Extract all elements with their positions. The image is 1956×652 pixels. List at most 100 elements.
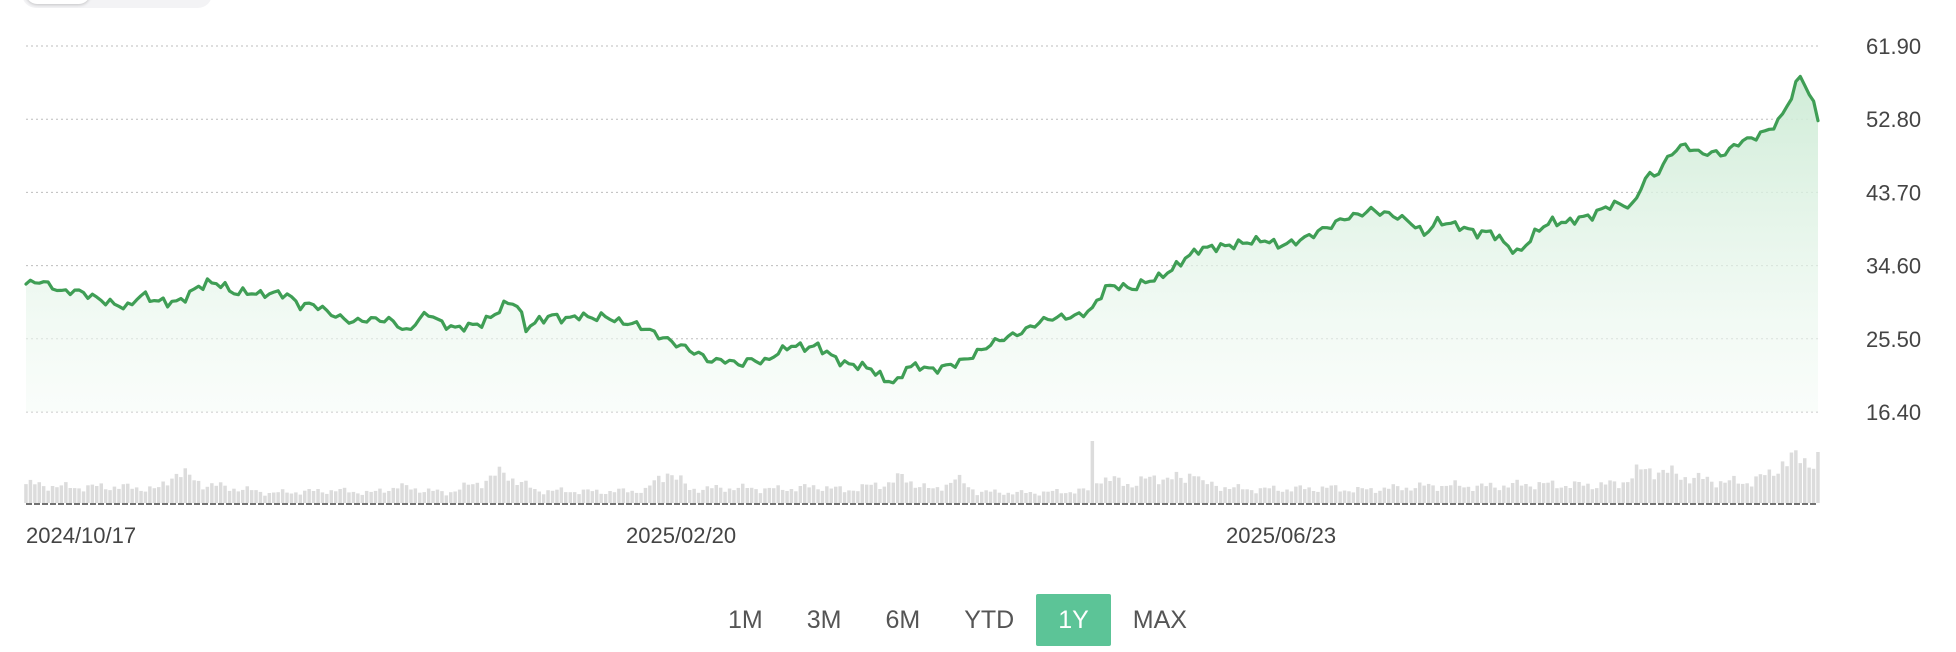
volume-bar bbox=[1161, 479, 1165, 503]
volume-bar bbox=[1665, 472, 1670, 503]
range-button-3m[interactable]: 3M bbox=[785, 594, 864, 646]
volume-bar bbox=[1342, 490, 1347, 503]
volume-bar bbox=[152, 488, 157, 503]
volume-bar bbox=[608, 491, 612, 503]
volume-bar bbox=[931, 488, 935, 503]
volume-bar bbox=[77, 488, 81, 503]
volume-bar bbox=[351, 491, 356, 503]
volume-bar bbox=[1488, 482, 1493, 503]
volume-bar bbox=[1033, 493, 1037, 503]
volume-bar bbox=[90, 484, 95, 503]
volume-bar bbox=[546, 490, 550, 503]
volume-bar bbox=[28, 479, 33, 503]
view-toggle[interactable] bbox=[22, 0, 212, 8]
volume-bar bbox=[1811, 468, 1816, 503]
volume-bar bbox=[537, 491, 541, 503]
y-tick-label: 34.60 bbox=[1866, 254, 1921, 279]
volume-bar bbox=[227, 490, 232, 503]
volume-bar bbox=[1710, 481, 1714, 503]
volume-bar bbox=[1541, 483, 1546, 503]
volume-bar bbox=[634, 492, 639, 503]
volume-bar bbox=[1612, 481, 1617, 503]
range-button-max[interactable]: MAX bbox=[1111, 594, 1209, 646]
volume-bar bbox=[1373, 492, 1378, 503]
volume-bar bbox=[139, 490, 143, 503]
range-button-ytd[interactable]: YTD bbox=[942, 594, 1036, 646]
volume-bar bbox=[1364, 489, 1369, 503]
volume-bar bbox=[913, 487, 918, 503]
volume-bar bbox=[1050, 490, 1055, 503]
volume-bar bbox=[285, 492, 289, 503]
volume-bar bbox=[1670, 465, 1674, 503]
volume-bar bbox=[1134, 485, 1139, 503]
volume-bar bbox=[1010, 494, 1015, 503]
range-button-6m[interactable]: 6M bbox=[863, 594, 942, 646]
volume-bar bbox=[1165, 477, 1170, 503]
volume-bar bbox=[108, 490, 112, 503]
volume-bar bbox=[736, 487, 741, 503]
volume-bar bbox=[1484, 486, 1488, 503]
volume-bar bbox=[471, 484, 475, 503]
volume-bar bbox=[1325, 487, 1329, 503]
volume-bar bbox=[864, 484, 869, 503]
volume-bar bbox=[643, 487, 648, 503]
volume-bar bbox=[1595, 488, 1599, 503]
volume-bar bbox=[50, 486, 55, 503]
volume-bar bbox=[382, 492, 387, 503]
volume-bar bbox=[1776, 473, 1780, 503]
volume-bar bbox=[1351, 492, 1356, 503]
volume-bar bbox=[1276, 490, 1280, 503]
volume-bar bbox=[117, 488, 121, 503]
volume-bar bbox=[1139, 476, 1143, 503]
volume-bar bbox=[493, 475, 497, 503]
volume-bar bbox=[1785, 466, 1789, 503]
view-toggle-knob[interactable] bbox=[26, 0, 90, 4]
volume-bar bbox=[692, 488, 696, 503]
volume-bar bbox=[342, 487, 347, 503]
volume-bar bbox=[1643, 469, 1648, 503]
volume-bar bbox=[1055, 489, 1059, 503]
x-tick-label: 2025/06/23 bbox=[1226, 523, 1336, 548]
volume-bar bbox=[541, 494, 546, 503]
volume-bar bbox=[1626, 482, 1630, 503]
volume-bar bbox=[316, 489, 320, 503]
volume-bar bbox=[218, 482, 223, 503]
volume-bar bbox=[1028, 492, 1033, 503]
volume-bar bbox=[1059, 493, 1064, 503]
volume-bar bbox=[590, 491, 595, 503]
volume-bar bbox=[1674, 473, 1679, 503]
volume-bar bbox=[1086, 490, 1090, 503]
range-button-1m[interactable]: 1M bbox=[706, 594, 785, 646]
volume-bar bbox=[1254, 493, 1258, 503]
volume-bar bbox=[794, 491, 798, 503]
volume-bar bbox=[395, 488, 400, 503]
volume-bar bbox=[360, 494, 364, 503]
volume-bar bbox=[205, 486, 210, 503]
volume-bar bbox=[966, 487, 971, 503]
volume-bar bbox=[944, 484, 949, 503]
volume-bar bbox=[1227, 489, 1232, 503]
volume-bar bbox=[1068, 492, 1072, 503]
volume-bar bbox=[922, 483, 926, 503]
volume-bar bbox=[957, 474, 962, 503]
volume-bar bbox=[741, 483, 745, 503]
volume-bar bbox=[1404, 487, 1409, 503]
volume-bar bbox=[825, 486, 829, 503]
volume-bar bbox=[223, 485, 227, 503]
volume-bar bbox=[192, 480, 196, 503]
volume-bar bbox=[679, 475, 683, 503]
volume-bar bbox=[1572, 481, 1577, 503]
volume-bar bbox=[1307, 487, 1311, 503]
volume-bar bbox=[984, 490, 988, 503]
volume-bar bbox=[1617, 488, 1621, 503]
volume-bar bbox=[953, 479, 957, 503]
volume-bar bbox=[1196, 476, 1201, 503]
volume-bar bbox=[745, 488, 749, 503]
volume-bar bbox=[1108, 481, 1112, 503]
volume-bar bbox=[971, 489, 975, 503]
range-button-1y[interactable]: 1Y bbox=[1036, 594, 1111, 646]
volume-bar bbox=[37, 482, 41, 503]
volume-bar bbox=[962, 483, 966, 503]
volume-bar bbox=[1599, 482, 1603, 503]
volume-bar bbox=[170, 478, 174, 503]
